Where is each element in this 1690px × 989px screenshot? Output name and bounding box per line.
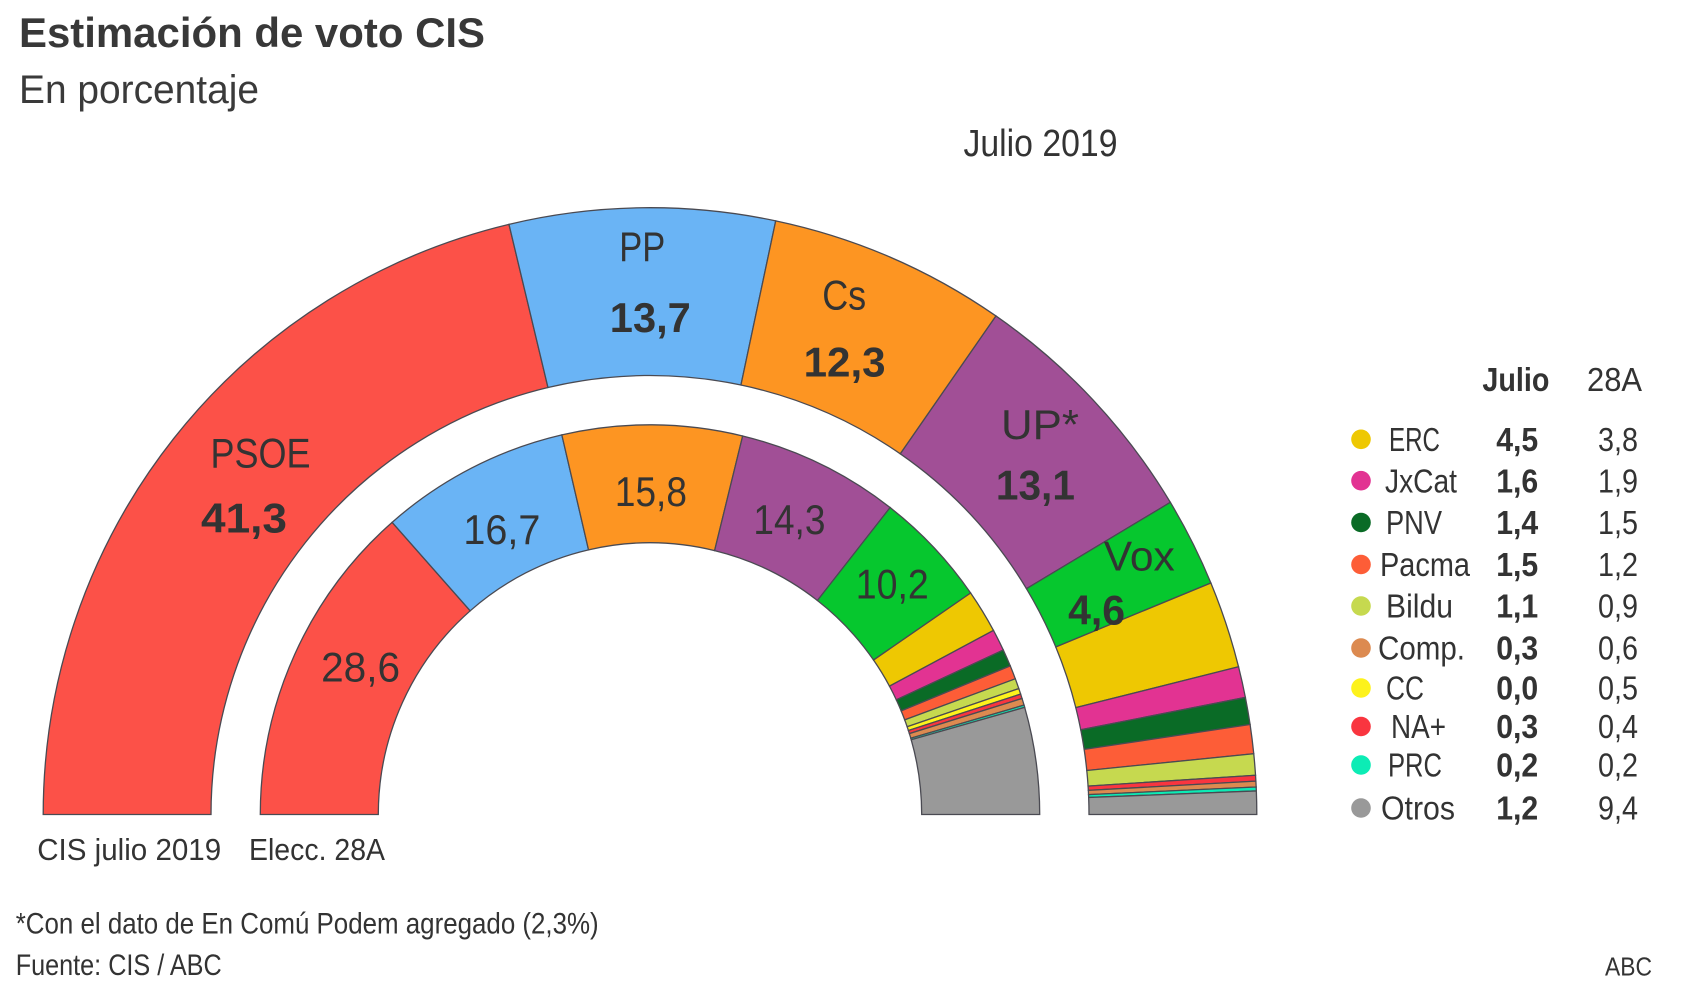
- svg-text:28A: 28A: [1587, 361, 1642, 398]
- svg-text:Elecc. 28A: Elecc. 28A: [249, 832, 385, 867]
- svg-text:Julio: Julio: [1482, 361, 1549, 398]
- svg-text:15,8: 15,8: [615, 468, 687, 515]
- svg-text:0,3: 0,3: [1496, 708, 1538, 745]
- svg-text:Bildu: Bildu: [1386, 588, 1453, 625]
- svg-text:1,5: 1,5: [1598, 504, 1638, 541]
- svg-text:ERC: ERC: [1389, 421, 1440, 458]
- svg-text:1,2: 1,2: [1496, 790, 1538, 827]
- svg-text:ABC: ABC: [1605, 951, 1652, 981]
- svg-text:4,6: 4,6: [1068, 587, 1125, 634]
- svg-text:1,6: 1,6: [1496, 462, 1538, 499]
- svg-text:16,7: 16,7: [463, 506, 540, 553]
- svg-text:0,5: 0,5: [1598, 670, 1638, 707]
- svg-text:1,9: 1,9: [1598, 462, 1638, 499]
- svg-text:PRC: PRC: [1388, 747, 1442, 784]
- svg-text:PP: PP: [619, 223, 665, 270]
- svg-text:12,3: 12,3: [804, 338, 886, 385]
- svg-text:Vox: Vox: [1104, 533, 1175, 580]
- svg-text:1,2: 1,2: [1598, 546, 1638, 583]
- svg-text:CIS julio 2019: CIS julio 2019: [37, 832, 221, 867]
- svg-text:13,1: 13,1: [996, 462, 1075, 509]
- svg-text:Fuente: CIS / ABC: Fuente: CIS / ABC: [16, 949, 222, 982]
- svg-text:En porcentaje: En porcentaje: [19, 68, 259, 112]
- svg-text:0,4: 0,4: [1598, 708, 1638, 745]
- svg-text:CC: CC: [1386, 670, 1424, 707]
- svg-text:PSOE: PSOE: [211, 430, 311, 477]
- svg-text:*Con el dato de En Comú Podem: *Con el dato de En Comú Podem agregado (…: [16, 908, 599, 941]
- svg-text:Estimación de voto CIS: Estimación de voto CIS: [19, 9, 485, 56]
- svg-text:1,1: 1,1: [1496, 588, 1538, 625]
- svg-text:0,2: 0,2: [1496, 747, 1538, 784]
- svg-text:Comp.: Comp.: [1378, 630, 1465, 667]
- svg-text:3,8: 3,8: [1598, 421, 1638, 458]
- svg-text:Cs: Cs: [822, 271, 866, 318]
- svg-text:JxCat: JxCat: [1385, 462, 1457, 499]
- svg-text:13,7: 13,7: [610, 294, 691, 341]
- svg-text:10,2: 10,2: [856, 561, 929, 608]
- svg-text:14,3: 14,3: [753, 496, 825, 543]
- svg-text:1,5: 1,5: [1496, 546, 1538, 583]
- svg-text:Julio 2019: Julio 2019: [964, 123, 1118, 165]
- svg-text:PNV: PNV: [1386, 504, 1442, 541]
- svg-text:1,4: 1,4: [1496, 504, 1539, 541]
- svg-text:9,4: 9,4: [1598, 790, 1638, 827]
- svg-text:NA+: NA+: [1391, 708, 1446, 745]
- svg-text:41,3: 41,3: [201, 494, 287, 541]
- svg-text:0,9: 0,9: [1598, 588, 1638, 625]
- svg-text:0,2: 0,2: [1598, 747, 1638, 784]
- svg-text:28,6: 28,6: [321, 644, 400, 691]
- svg-text:0,6: 0,6: [1598, 630, 1638, 667]
- svg-text:Pacma: Pacma: [1380, 546, 1471, 583]
- svg-text:0,0: 0,0: [1496, 670, 1538, 707]
- svg-text:Otros: Otros: [1381, 790, 1455, 827]
- svg-text:UP*: UP*: [1001, 401, 1079, 448]
- svg-text:0,3: 0,3: [1496, 630, 1538, 667]
- svg-text:4,5: 4,5: [1496, 421, 1538, 458]
